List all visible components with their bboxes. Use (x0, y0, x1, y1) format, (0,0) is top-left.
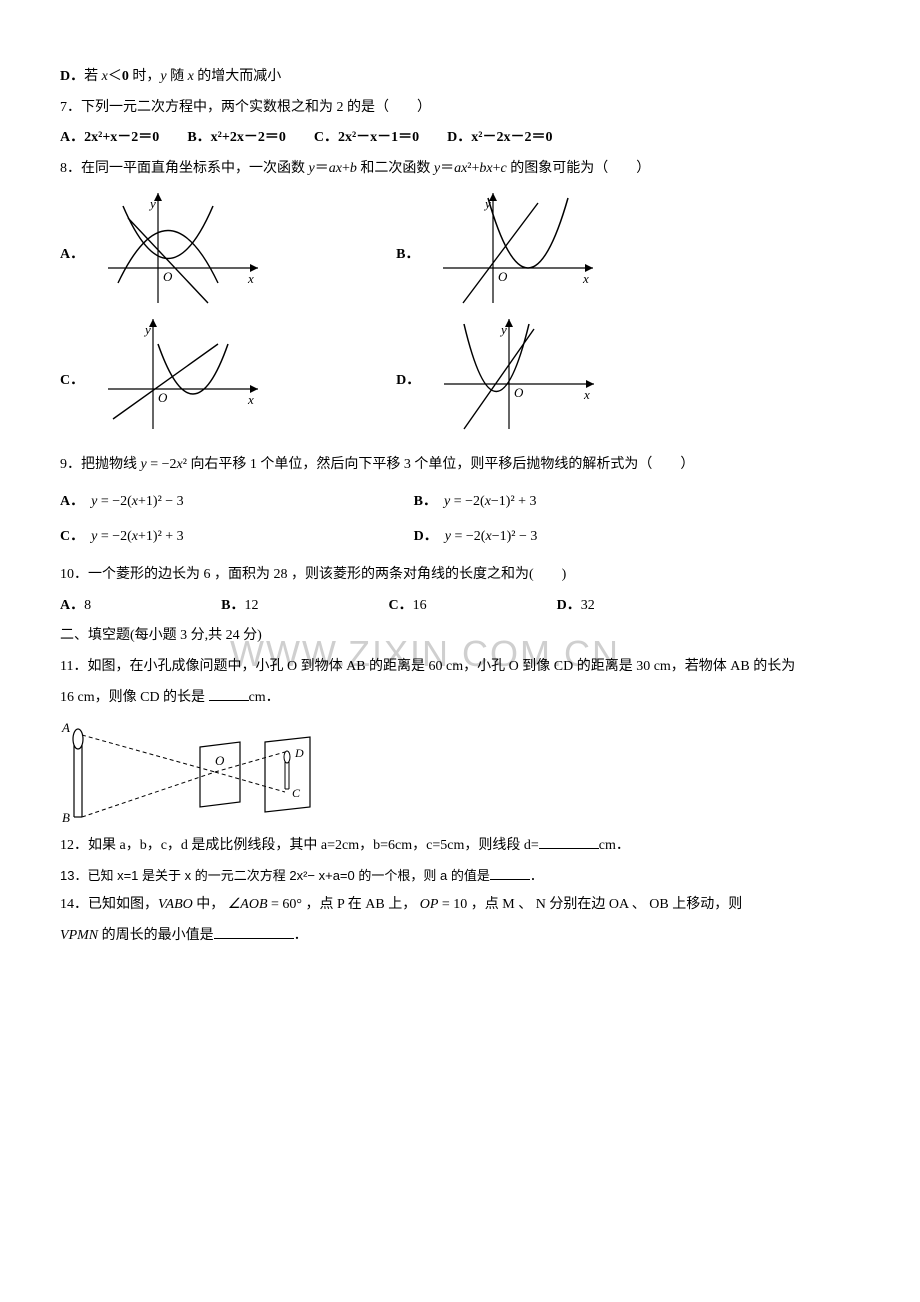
svg-text:O: O (215, 753, 225, 768)
section2-heading: 二、填空题(每小题 3 分,共 24 分) (60, 623, 860, 650)
svg-text:O: O (514, 385, 524, 400)
svg-text:x: x (582, 271, 589, 286)
q7-opt-c: C．2x²－x－1＝0 (314, 125, 419, 152)
q9-opt-c: C． y = −2(x+1)² + 3 (60, 524, 184, 551)
q7-opt-b: B．x²+2x－2＝0 (187, 125, 286, 152)
svg-text:O: O (158, 390, 168, 405)
svg-text:y: y (499, 322, 507, 337)
blank-icon (209, 687, 249, 701)
q9-opt-a: A． y = −2(x+1)² − 3 (60, 489, 184, 516)
q10-opt-a: A．8 (60, 593, 91, 620)
q8-label-d: D． (396, 368, 420, 395)
blank-icon (490, 867, 530, 880)
svg-text:C: C (292, 786, 301, 800)
q11-diagram: A B O D C (60, 717, 860, 827)
q8-label-a: A． (60, 242, 84, 269)
blank-icon (214, 925, 294, 939)
q9-row1: A． y = −2(x+1)² − 3 B． y = −2(x−1)² + 3 (60, 489, 860, 516)
svg-text:B: B (62, 810, 70, 825)
q8-label-c: C． (60, 368, 84, 395)
svg-text:y: y (148, 196, 156, 211)
q7-stem: 7．下列一元二次方程中，两个实数根之和为 2 的是（ ） (60, 95, 860, 122)
q14-line2: VPMN 的周长的最小值是． (60, 923, 860, 950)
q14-line1: 14．已知如图，VABO 中， ∠AOB = 60° ，点 P 在 AB 上， … (60, 892, 860, 919)
q8-graph-b: y x O (433, 188, 603, 308)
svg-text:x: x (583, 387, 590, 402)
q8-stem: 8．在同一平面直角坐标系中，一次函数 y＝ax+b 和二次函数 y＝ax²+bx… (60, 156, 860, 183)
svg-text:x: x (247, 392, 254, 407)
q8-row2: C． y x O D． y x O (60, 314, 860, 434)
blank-icon (539, 836, 599, 850)
q8-graph-c: y x O (98, 314, 268, 434)
q7-options: A．2x²+x－2＝0 B．x²+2x－2＝0 C．2x²－x－1＝0 D．x²… (60, 125, 860, 152)
svg-text:D: D (294, 746, 304, 760)
q9-opt-d: D． y = −2(x−1)² − 3 (414, 524, 538, 551)
q10-opt-c: C．16 (388, 593, 426, 620)
svg-text:A: A (61, 720, 70, 735)
q7-opt-d: D．x²－2x－2＝0 (447, 125, 552, 152)
q10-options: A．8 B．12 C．16 D．32 (60, 593, 860, 620)
q9-row2: C． y = −2(x+1)² + 3 D． y = −2(x−1)² − 3 (60, 524, 860, 551)
q10-stem: 10．一个菱形的边长为 6 ，面积为 28 ，则该菱形的两条对角线的长度之和为(… (60, 562, 860, 589)
q8-row1: A． y x O B． (60, 188, 860, 308)
page-content: D．若 x＜0 时，y 随 x 的增大而减小 7．下列一元二次方程中，两个实数根… (60, 64, 860, 950)
q6d-label: D． (60, 69, 84, 84)
q10-opt-d: D．32 (557, 593, 595, 620)
svg-text:O: O (163, 269, 173, 284)
svg-text:x: x (247, 271, 254, 286)
svg-text:y: y (143, 322, 151, 337)
q9-opt-b: B． y = −2(x−1)² + 3 (414, 489, 537, 516)
q11-stem-line1: 11．如图，在小孔成像问题中，小孔 O 到物体 AB 的距离是 60 cm，小孔… (60, 654, 860, 681)
q8-label-b: B． (396, 242, 419, 269)
svg-text:O: O (498, 269, 508, 284)
q9-stem: 9．把抛物线 y = −2x² 向右平移 1 个单位，然后向下平移 3 个单位，… (60, 452, 860, 479)
q6-option-d: D．若 x＜0 时，y 随 x 的增大而减小 (60, 64, 860, 91)
q7-opt-a: A．2x²+x－2＝0 (60, 125, 159, 152)
q11-stem-line2: 16 cm，则像 CD 的长是 cm． (60, 685, 860, 712)
q10-opt-b: B．12 (221, 593, 258, 620)
q8-graph-a: y x O (98, 188, 268, 308)
q6d-text: 若 x＜0 时，y 随 x 的增大而减小 (84, 69, 281, 84)
q8-graph-d: y x O (434, 314, 604, 434)
q13: 13．已知 x=1 是关于 x 的一元二次方程 2x²− x+a=0 的一个根，… (60, 864, 860, 889)
q12: 12．如果 a，b，c，d 是成比例线段，其中 a=2cm，b=6cm，c=5c… (60, 833, 860, 860)
